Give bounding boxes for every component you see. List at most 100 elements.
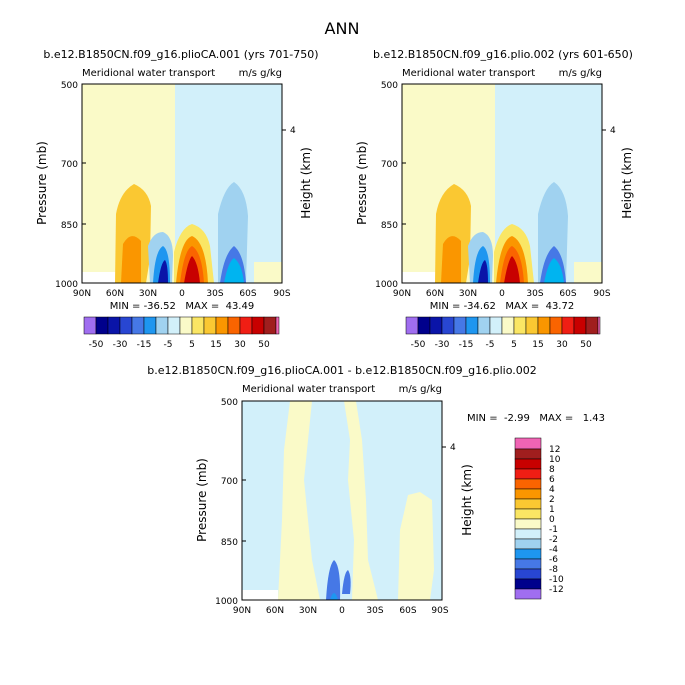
field-missing	[242, 590, 278, 600]
panel-1-ylabel: Pressure (mb)	[35, 141, 49, 225]
colorbar-swatch	[143, 316, 157, 335]
colorbar-swatch	[514, 588, 542, 600]
ytick-label: 1000	[215, 597, 238, 607]
colorbar-swatch	[514, 458, 542, 470]
panel-3-ylabel-right: Height (km)	[460, 464, 474, 535]
colorbar-swatch	[514, 518, 542, 530]
colorbar-swatch	[513, 316, 527, 335]
xtick-label: 90S	[273, 289, 290, 299]
colorbar-swatch	[573, 316, 587, 335]
panel-1-yticks: 500 700 850 1000 4	[55, 81, 296, 290]
colorbar-swatch	[537, 316, 551, 335]
colorbar-label: -4	[549, 545, 558, 555]
colorbar-label: -15	[137, 340, 152, 350]
colorbar-swatch	[514, 528, 542, 540]
panel-1-ylabel-right: Height (km)	[299, 147, 313, 218]
xtick-label: 90S	[593, 289, 610, 299]
panel-2-colorbar: -50 -30 -15 -5 5 15 30 50	[405, 316, 601, 350]
colorbar-swatch	[107, 316, 121, 335]
colorbar-label: -12	[549, 585, 564, 595]
right-tick-label: 4	[610, 126, 616, 136]
colorbar-swatch	[489, 316, 503, 335]
colorbar-swatch	[514, 437, 542, 450]
colorbar-swatch	[155, 316, 169, 335]
page-title: ANN	[325, 19, 360, 38]
colorbar-swatch	[203, 316, 217, 335]
ytick-label: 500	[61, 81, 78, 91]
colorbar-label: 0	[549, 515, 555, 525]
panel-2-stats: MIN = -34.62 MAX = 43.72	[430, 301, 574, 312]
panel-2-yticks: 500 700 850 1000 4	[375, 81, 616, 290]
xtick-label: 60N	[426, 289, 444, 299]
colorbar-swatch	[514, 508, 542, 520]
colorbar-swatch	[561, 316, 575, 335]
colorbar-label: -8	[549, 565, 558, 575]
colorbar-swatch	[417, 316, 431, 335]
field-missing	[402, 272, 438, 283]
colorbar-label: 5	[511, 340, 517, 350]
colorbar-label: 50	[580, 340, 592, 350]
colorbar-swatch	[191, 316, 205, 335]
contour-light-yellow	[278, 401, 320, 600]
colorbar-swatch	[179, 316, 193, 335]
panel-3-frame	[241, 400, 443, 601]
xtick-label: 90S	[431, 606, 448, 616]
panel-1-stats: MIN = -36.52 MAX = 43.49	[110, 301, 254, 312]
colorbar-swatch	[429, 316, 443, 335]
panel-3-field	[242, 401, 442, 600]
xtick-label: 60N	[266, 606, 284, 616]
colorbar-label: -5	[486, 340, 495, 350]
contour-red	[184, 256, 200, 283]
field-region-positive	[574, 262, 602, 283]
colorbar-swatch	[501, 316, 515, 335]
colorbar-swatch	[514, 488, 542, 500]
colorbar-swatch	[514, 478, 542, 490]
panel-3-subtitle-right: m/s g/kg	[399, 384, 442, 395]
contour-navy	[158, 260, 168, 283]
ytick-label: 500	[381, 81, 398, 91]
colorbar-label: -10	[549, 575, 564, 585]
xtick-label: 30N	[139, 289, 157, 299]
panel-2: b.e12.B1850CN.f09_g16.plio.002 (yrs 601-…	[355, 48, 634, 350]
colorbar-swatch	[477, 316, 491, 335]
xtick-label: 90N	[233, 606, 251, 616]
contour-light-yellow	[398, 492, 434, 600]
colorbar-swatch	[514, 448, 542, 460]
colorbar-swatch	[514, 558, 542, 570]
colorbar-swatch	[275, 316, 280, 335]
xtick-label: 30N	[299, 606, 317, 616]
panel-2-subtitle-left: Meridional water transport	[402, 68, 535, 79]
contour-orange	[441, 236, 461, 283]
panel-2-ylabel-right: Height (km)	[620, 147, 634, 218]
colorbar-swatch	[83, 316, 97, 335]
colorbar-label: 4	[549, 485, 555, 495]
panel-1-subtitle-right: m/s g/kg	[239, 68, 282, 79]
colorbar-swatch	[167, 316, 181, 335]
ytick-label: 850	[61, 221, 78, 231]
colorbar-label: 5	[189, 340, 195, 350]
colorbar-swatch	[405, 316, 419, 335]
colorbar-swatch	[514, 498, 542, 510]
ytick-label: 700	[381, 160, 398, 170]
colorbar-label: 15	[210, 340, 221, 350]
colorbar-swatch	[597, 316, 601, 335]
colorbar-swatch	[514, 568, 542, 580]
panel-3-stats: MIN = -2.99 MAX = 1.43	[467, 413, 605, 424]
ytick-label: 1000	[55, 280, 78, 290]
ytick-marks	[82, 83, 86, 284]
xtick-label: 30S	[366, 606, 383, 616]
xtick-label: 60S	[239, 289, 256, 299]
colorbar-label: -5	[164, 340, 173, 350]
ytick-marks	[402, 83, 406, 284]
colorbar-swatch	[215, 316, 229, 335]
colorbar-swatch	[263, 316, 277, 335]
panel-1-frame	[81, 83, 283, 284]
colorbar-label: 8	[549, 465, 555, 475]
colorbar-swatch	[239, 316, 253, 335]
colorbar-swatch	[119, 316, 133, 335]
colorbar-label: -30	[435, 340, 450, 350]
ytick-label: 500	[221, 398, 238, 408]
xtick-label: 0	[339, 606, 345, 616]
contour-cyan	[224, 258, 244, 283]
panel-2-field	[402, 84, 602, 283]
